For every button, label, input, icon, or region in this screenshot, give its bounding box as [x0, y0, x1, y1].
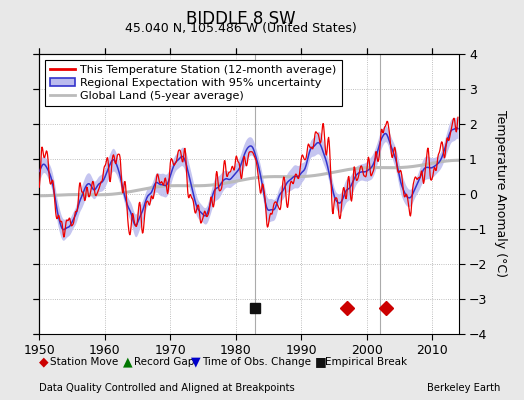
Text: 45.040 N, 105.486 W (United States): 45.040 N, 105.486 W (United States)	[125, 22, 357, 35]
Text: Station Move: Station Move	[50, 357, 118, 367]
Text: BIDDLE 8 SW: BIDDLE 8 SW	[186, 10, 296, 28]
Text: ◆: ◆	[39, 356, 49, 368]
Text: Record Gap: Record Gap	[134, 357, 194, 367]
Legend: This Temperature Station (12-month average), Regional Expectation with 95% uncer: This Temperature Station (12-month avera…	[45, 60, 342, 106]
Text: ■: ■	[314, 356, 326, 368]
Text: Berkeley Earth: Berkeley Earth	[427, 383, 500, 393]
Text: Data Quality Controlled and Aligned at Breakpoints: Data Quality Controlled and Aligned at B…	[39, 383, 295, 393]
Text: Empirical Break: Empirical Break	[325, 357, 407, 367]
Text: ▼: ▼	[191, 356, 201, 368]
Text: ▲: ▲	[123, 356, 133, 368]
Text: Time of Obs. Change: Time of Obs. Change	[202, 357, 311, 367]
Y-axis label: Temperature Anomaly (°C): Temperature Anomaly (°C)	[494, 110, 507, 278]
